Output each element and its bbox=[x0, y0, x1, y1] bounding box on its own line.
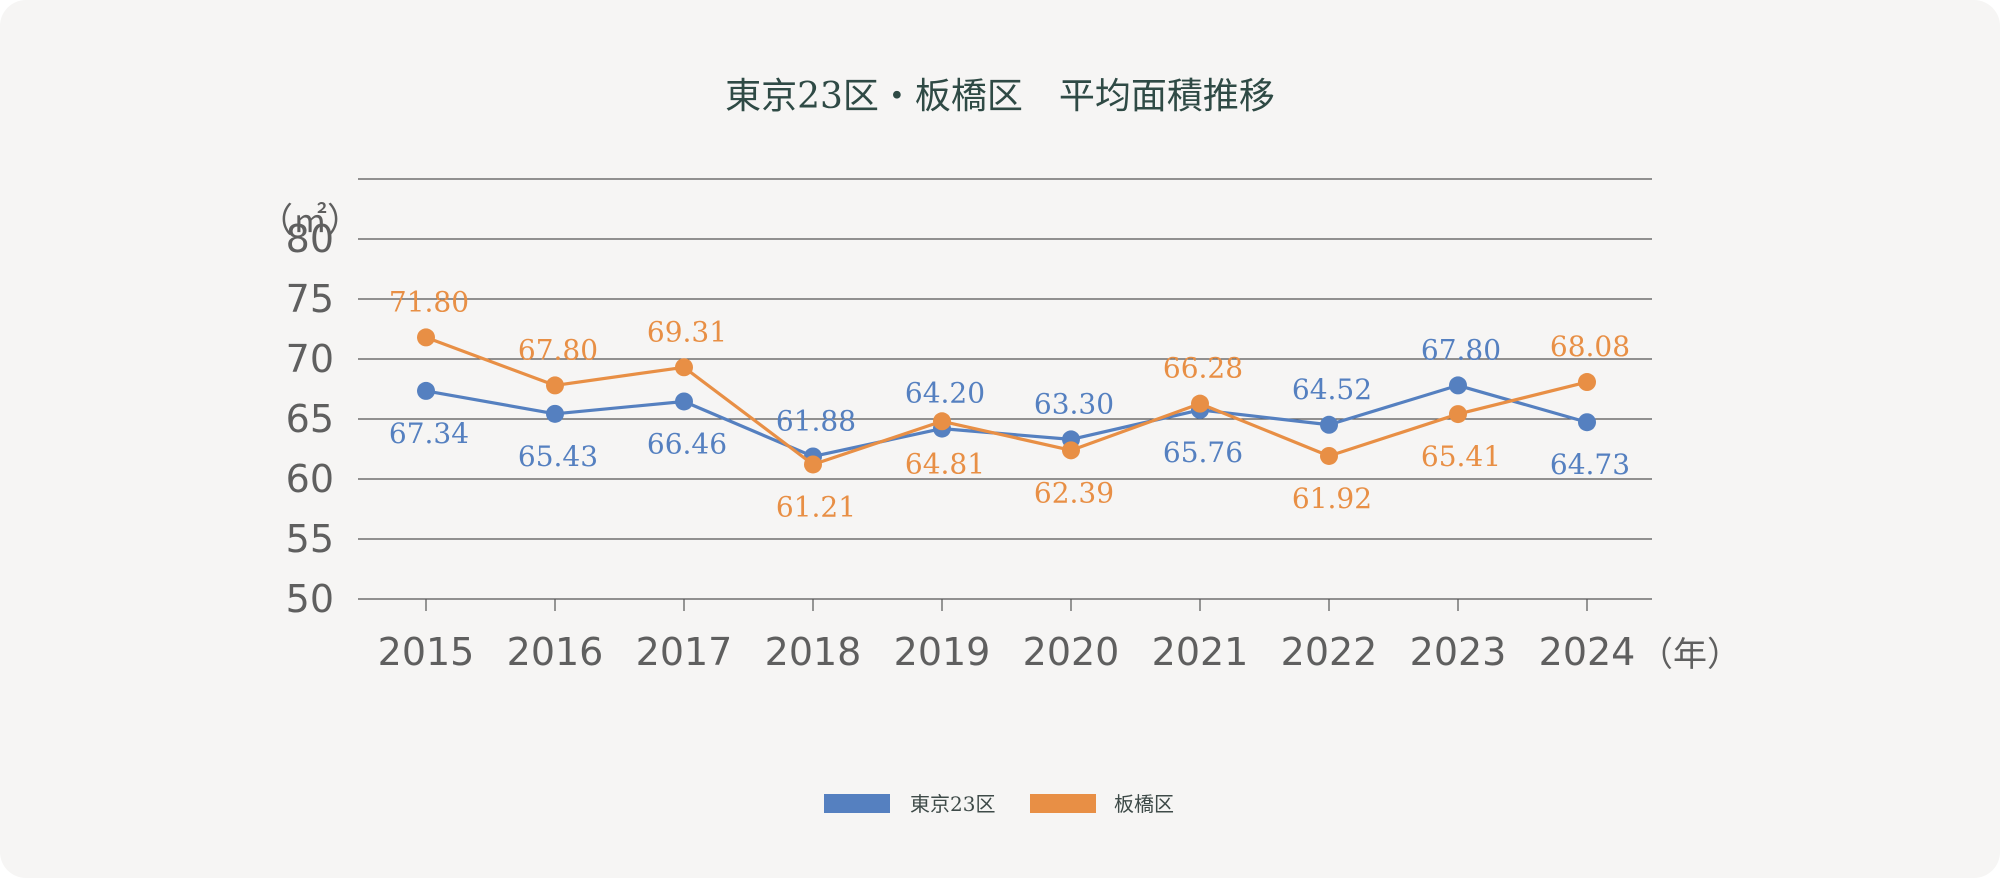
data-label: 69.31 bbox=[647, 315, 727, 348]
data-label: 65.76 bbox=[1163, 436, 1243, 469]
data-point bbox=[1320, 446, 1338, 465]
data-label: 61.92 bbox=[1292, 482, 1372, 515]
legend-label-0: 東京23区 bbox=[910, 792, 995, 816]
data-point bbox=[417, 328, 435, 347]
data-label: 62.39 bbox=[1034, 476, 1114, 509]
data-point bbox=[546, 376, 564, 395]
data-point bbox=[675, 358, 693, 377]
data-label: 61.21 bbox=[776, 490, 856, 523]
series-line bbox=[425, 335, 1588, 467]
data-label: 64.73 bbox=[1550, 448, 1630, 481]
data-label: 65.41 bbox=[1421, 440, 1501, 473]
series-0: 67.34 65.43 66.46 61.88 64.20 63.30 65.76 64.52… bbox=[389, 333, 1630, 481]
series-line bbox=[425, 383, 1588, 459]
x-tick-label: 2022 bbox=[1281, 630, 1378, 674]
data-point bbox=[804, 455, 822, 474]
data-point bbox=[546, 404, 564, 423]
data-label: 68.08 bbox=[1550, 330, 1630, 363]
x-tick-label: 2021 bbox=[1152, 630, 1249, 674]
y-axis-ticks: 50 55 60 65 70 75 80 bbox=[286, 217, 334, 621]
x-tick-label: 2017 bbox=[636, 630, 733, 674]
data-label: 71.80 bbox=[389, 285, 469, 318]
data-point bbox=[1191, 394, 1209, 413]
x-axis-ticks: 2015 2016 2017 2018 2019 2020 2021 2022 2023 2024 bbox=[378, 599, 1636, 674]
data-label: 66.46 bbox=[647, 427, 727, 460]
data-label: 66.28 bbox=[1163, 352, 1243, 385]
data-point bbox=[1062, 441, 1080, 460]
data-label: 67.80 bbox=[1421, 333, 1501, 366]
data-point bbox=[933, 412, 951, 431]
y-tick-label: 55 bbox=[286, 517, 334, 561]
data-point bbox=[1449, 405, 1467, 424]
data-point bbox=[675, 392, 693, 411]
x-tick-label: 2023 bbox=[1410, 630, 1507, 674]
data-point bbox=[1449, 376, 1467, 395]
series-group: 67.34 65.43 66.46 61.88 64.20 63.30 65.76 64.52… bbox=[389, 285, 1630, 523]
x-tick-label: 2020 bbox=[1023, 630, 1120, 674]
x-tick-label: 2024 bbox=[1539, 630, 1636, 674]
data-point bbox=[1578, 413, 1596, 432]
chart-title: 東京23区・板橋区 平均面積推移 bbox=[725, 76, 1275, 117]
data-label: 64.52 bbox=[1292, 373, 1372, 406]
x-tick-label: 2015 bbox=[378, 630, 475, 674]
y-axis-unit: （㎡） bbox=[259, 201, 361, 241]
data-label: 63.30 bbox=[1034, 387, 1114, 420]
y-tick-label: 65 bbox=[286, 397, 334, 441]
data-label: 65.43 bbox=[518, 440, 598, 473]
y-tick-label: 75 bbox=[286, 277, 334, 321]
data-label: 67.34 bbox=[389, 417, 469, 450]
data-label: 64.20 bbox=[905, 377, 985, 410]
x-tick-label: 2019 bbox=[894, 630, 991, 674]
y-tick-label: 50 bbox=[286, 577, 334, 621]
x-tick-label: 2016 bbox=[507, 630, 604, 674]
grid bbox=[358, 178, 1652, 600]
series-1: 71.80 67.80 69.31 61.21 64.81 62.39 66.28 61.92… bbox=[389, 285, 1630, 523]
legend-swatch-1 bbox=[1030, 794, 1096, 813]
legend: 東京23区 板橋区 bbox=[824, 792, 1174, 816]
x-axis-unit: （年） bbox=[1639, 635, 1741, 675]
data-point bbox=[417, 381, 435, 400]
legend-swatch-0 bbox=[824, 794, 890, 813]
data-label: 61.88 bbox=[776, 404, 856, 437]
data-point bbox=[1578, 373, 1596, 392]
y-tick-label: 80 bbox=[286, 217, 334, 261]
y-tick-label: 70 bbox=[286, 337, 334, 381]
data-point bbox=[1320, 415, 1338, 434]
data-label: 64.81 bbox=[905, 447, 985, 480]
y-tick-label: 60 bbox=[286, 457, 334, 501]
legend-label-1: 板橋区 bbox=[1114, 792, 1174, 816]
x-tick-label: 2018 bbox=[765, 630, 862, 674]
data-label: 67.80 bbox=[518, 333, 598, 366]
